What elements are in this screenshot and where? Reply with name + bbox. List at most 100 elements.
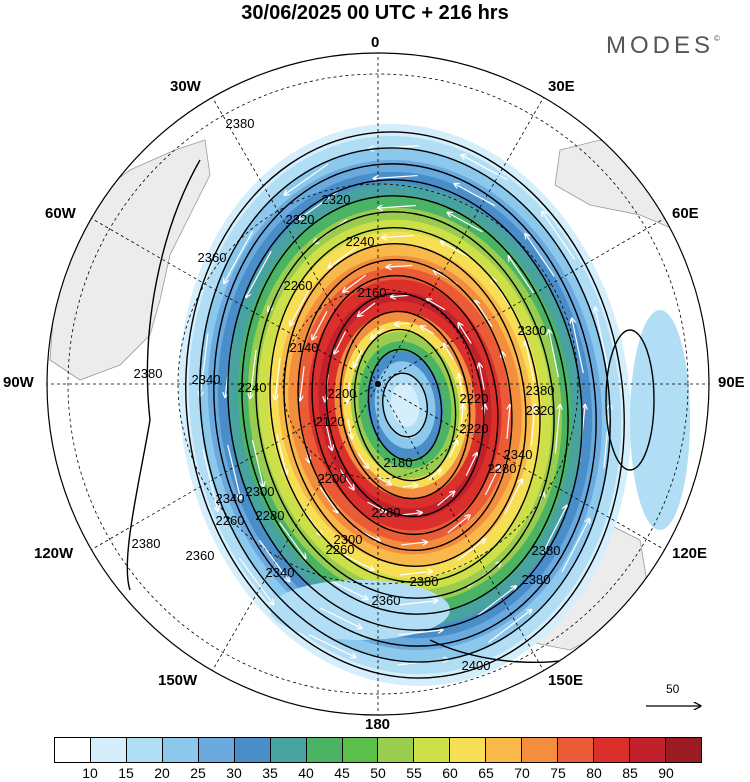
colorbar-tick-label: 75 [550,765,566,781]
colorbar-swatch [90,738,127,762]
contour-label: 2180 [384,455,413,470]
streamline-arrow [402,485,417,487]
lon-label-150w: 150W [158,672,198,689]
streamline-arrow [402,513,421,515]
south-pole-marker [375,381,381,387]
streamline-arrow [391,295,411,296]
streamline-arrow [377,476,391,484]
contour-label: 2220 [460,391,489,406]
colorbar-swatch [306,738,343,762]
contour-line [339,310,471,500]
lon-label-180: 180 [365,716,391,733]
colorbar-tick-label: 20 [154,765,170,781]
streamline-arrow [526,341,535,382]
streamline-arrow [251,439,263,487]
contour-label: 2340 [266,565,295,580]
contour-label: 2380 [226,116,255,131]
streamline-arrow [312,311,328,339]
streamline-arrow [275,358,281,399]
contour-label: 2380 [522,572,551,587]
contour-label: 2300 [334,532,363,547]
streamline-arrow [285,163,329,195]
contour-label: 2340 [192,372,221,387]
contour-label: 2200 [318,471,347,486]
colorbar-swatch [234,738,271,762]
contour-label: 2380 [526,383,555,398]
contour-labels: 2380 2360 2320 2320 2240 2260 2160 2300 2380 2340… [132,116,561,673]
streamline-arrow [378,205,416,208]
colorbar-swatch [522,738,559,762]
contour-line [382,372,428,438]
lon-label-30e: 30E [548,78,575,95]
colorbar-tick-label: 25 [190,765,206,781]
contour-line [325,292,485,518]
streamline-arrow [200,333,209,396]
streamline-arrow [479,364,485,390]
streamline-arrow [343,274,367,292]
streamline-arrow [347,419,352,438]
streamline-arrow [325,423,332,450]
colorbar-tick-label: 30 [226,765,242,781]
contour-label: 2280 [372,505,401,520]
streamline-arrow [488,610,531,643]
colorbar-tick-label: 70 [514,765,530,781]
speed-band [390,383,420,427]
colorbar-swatch [162,738,199,762]
streamline-arrow [299,191,338,219]
streamline-arrow [448,441,457,458]
contour-label: 2240 [238,380,267,395]
brand-logo: MODES© [606,32,720,59]
contour-label: 2380 [132,536,161,551]
contour-label: 2380 [134,366,163,381]
contour-line [227,179,583,631]
streamline-arrow [462,155,508,181]
speed-band [630,310,690,530]
streamline-arrow [339,469,353,490]
lon-label-150e: 150E [548,672,584,689]
streamline-arrow [437,492,455,506]
streamline-arrow [459,323,472,344]
streamline-arrow [398,630,443,636]
colorbar-tick-label: 45 [334,765,350,781]
lon-label-90e: 90E [718,374,745,391]
streamline-arrow [603,405,610,468]
map-title: 30/06/2025 00 UTC + 216 hrs [241,2,509,24]
streamline-arrow [395,323,410,324]
contour-label: 2360 [186,548,215,563]
contour-line [269,227,541,583]
streamline-arrow [320,607,361,628]
streamline-arrow [367,501,385,512]
streamline-arrow [343,554,374,570]
contour-label: 2220 [460,421,489,436]
streamline-arrow [455,184,496,207]
graticule [47,53,709,715]
contour-line [283,243,527,567]
streamline-arrow [504,480,522,515]
colorbar-swatch [414,738,451,762]
contour-label: 2320 [322,192,351,207]
streamline-arrow [457,539,485,561]
streamline-arrow [542,506,567,554]
contour-label: 2200 [328,386,357,401]
contour-line [185,131,625,679]
contour-label: 2280 [488,461,517,476]
streamline-arrow [399,601,438,606]
colorbar-tick-label: 90 [658,765,674,781]
streamline-arrow [459,374,464,394]
streamline-arrow [250,349,257,398]
streamline-arrow [465,453,477,476]
streamline-arrow [477,586,516,616]
contour-line [255,211,555,599]
contour-label: 2320 [286,212,315,227]
streamline-arrow [224,230,254,283]
colorbar-swatch [270,738,307,762]
streamline-arrow [387,265,413,267]
streamline-arrow [509,256,534,294]
colorbar-swatch [665,738,701,762]
streamline-arrow [258,539,289,581]
map-frame [46,52,710,716]
streamline-arrow [447,515,470,534]
colorbar-swatch [55,738,91,762]
colorbar-swatch [558,738,595,762]
colorbar-swatch [486,738,523,762]
